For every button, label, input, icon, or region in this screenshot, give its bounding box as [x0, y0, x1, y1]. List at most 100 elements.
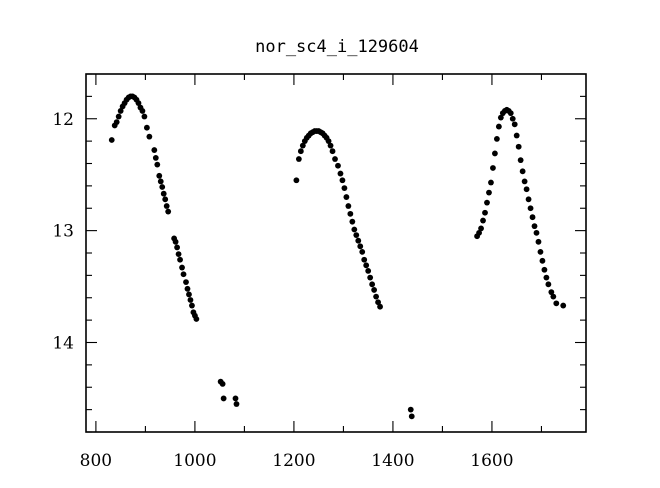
data-point [375, 299, 381, 306]
data-point [184, 285, 191, 292]
data-point [220, 395, 227, 402]
data-point [162, 196, 169, 203]
data-point [377, 303, 383, 310]
data-point [141, 113, 148, 120]
data-point [355, 237, 362, 244]
data-point [488, 179, 494, 186]
data-point [343, 194, 350, 200]
data-point [335, 162, 341, 169]
data-point [108, 137, 115, 143]
y-tick-label: 12 [52, 110, 74, 130]
data-point [493, 135, 500, 142]
data-point [357, 243, 364, 250]
data-point [521, 178, 528, 185]
data-point [545, 281, 552, 288]
data-point [486, 189, 492, 196]
data-point [550, 293, 557, 300]
data-points [108, 93, 567, 420]
data-point [359, 248, 366, 255]
data-point [369, 281, 376, 288]
chart-title: nor_sc4_i_129604 [255, 37, 419, 57]
x-tick-label: 1200 [272, 451, 315, 471]
data-point [339, 177, 346, 184]
data-point [511, 121, 518, 128]
data-point [337, 170, 344, 177]
data-point [299, 142, 306, 149]
data-point [351, 226, 358, 233]
data-point [154, 161, 161, 168]
data-point [531, 223, 538, 230]
data-point [407, 406, 414, 413]
y-axis-tick-labels: 12 13 14 [52, 110, 74, 354]
data-point [152, 155, 159, 161]
data-point [523, 186, 530, 193]
data-point [365, 268, 372, 274]
data-point [527, 205, 534, 212]
data-point [490, 165, 496, 171]
data-point [159, 184, 166, 190]
data-point [509, 115, 516, 122]
y-tick-label: 14 [52, 334, 74, 354]
data-point [353, 232, 360, 239]
data-point [329, 148, 336, 155]
data-point [373, 293, 379, 300]
data-point [497, 114, 504, 121]
data-point [177, 256, 183, 263]
data-point [293, 177, 300, 184]
data-point [297, 148, 304, 155]
data-point [537, 248, 544, 255]
plot-frame [85, 73, 587, 433]
data-point [179, 264, 185, 271]
data-point [515, 143, 522, 150]
data-point [135, 100, 142, 106]
data-point [541, 266, 548, 273]
data-point [174, 244, 180, 251]
data-point [560, 302, 567, 309]
data-point [163, 203, 170, 209]
data-point [517, 157, 524, 164]
data-point [492, 150, 498, 157]
data-point [175, 251, 182, 258]
data-point [143, 124, 150, 131]
data-point [187, 297, 194, 303]
data-point [371, 287, 378, 293]
data-point [482, 209, 488, 216]
data-point [325, 138, 332, 145]
data-point [513, 132, 520, 139]
data-point [539, 257, 546, 264]
data-point [525, 196, 532, 203]
x-tick-label: 1000 [173, 451, 216, 471]
data-point [232, 395, 239, 402]
y-tick-label: 13 [52, 222, 74, 242]
x-tick-label: 1400 [371, 451, 414, 471]
data-point [408, 413, 415, 420]
data-point [233, 401, 240, 407]
data-point [533, 229, 540, 236]
data-point [183, 279, 189, 285]
data-point [189, 302, 195, 309]
data-point [332, 156, 338, 162]
data-point [193, 316, 200, 322]
data-point [535, 238, 542, 245]
data-point [172, 238, 179, 245]
data-point [478, 225, 484, 232]
data-point [349, 218, 356, 225]
data-point [151, 147, 158, 153]
data-point [156, 172, 163, 179]
data-point [553, 300, 560, 307]
data-point [157, 178, 164, 185]
data-point [543, 274, 550, 281]
data-point [186, 291, 192, 298]
data-point [361, 256, 368, 263]
data-point [165, 208, 172, 215]
data-point [347, 210, 354, 217]
data-point [363, 262, 370, 269]
data-point [295, 156, 302, 162]
data-point [327, 142, 334, 149]
data-point [529, 214, 536, 221]
data-point [341, 185, 348, 192]
data-point [548, 289, 555, 296]
data-point [115, 113, 122, 120]
data-point [113, 119, 120, 126]
